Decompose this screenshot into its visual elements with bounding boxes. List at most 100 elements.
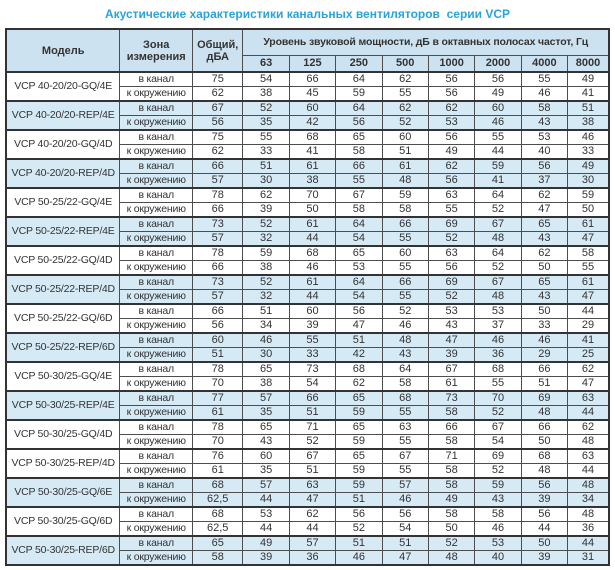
spl-value-cell: 48 bbox=[567, 506, 610, 522]
spl-value-cell: 44 bbox=[242, 492, 290, 508]
zone-cell: к окружению bbox=[119, 260, 193, 276]
spl-value-cell: 59 bbox=[335, 477, 383, 493]
spl-value-cell: 47 bbox=[567, 289, 610, 305]
table-body: VCP 40-20/20-GQ/4E в канал 75 54 66 64 62 56 56 5… bbox=[5, 71, 610, 566]
spl-value-cell: 55 bbox=[242, 129, 290, 145]
spl-value-cell: 33 bbox=[288, 347, 337, 363]
spl-value-cell: 45 bbox=[288, 86, 337, 102]
total-dba-cell: 60 bbox=[191, 332, 244, 348]
spl-value-cell: 59 bbox=[335, 86, 383, 102]
zone-cell: в канал bbox=[119, 216, 193, 232]
freq-header-500: 500 bbox=[381, 54, 429, 73]
spl-value-cell: 46 bbox=[381, 492, 429, 508]
spl-value-cell: 56 bbox=[427, 71, 476, 87]
spl-value-cell: 65 bbox=[335, 390, 383, 406]
table-row-to-surround: к окружению 57 32 44 54 55 52 48 43 47 bbox=[6, 231, 610, 247]
table-row-in-duct: VCP 50-30/25-REP/4E в канал 77 57 66 65 68 73 70… bbox=[5, 390, 610, 421]
spl-value-cell: 51 bbox=[381, 144, 429, 160]
spl-value-cell: 43 bbox=[520, 289, 569, 305]
spl-value-cell: 36 bbox=[474, 347, 522, 363]
zone-cell: к окружению bbox=[119, 492, 193, 508]
zone-cell: к окружению bbox=[119, 115, 193, 131]
freq-header-4000: 4000 bbox=[520, 54, 569, 73]
spl-value-cell: 60 bbox=[242, 448, 290, 464]
spl-value-cell: 63 bbox=[381, 419, 429, 435]
table-row-to-surround: к окружению 57 30 38 55 48 56 41 37 30 bbox=[6, 173, 610, 189]
spl-value-cell: 66 bbox=[427, 419, 476, 435]
spl-value-cell: 64 bbox=[381, 361, 429, 377]
zone-cell: к окружению bbox=[119, 86, 193, 102]
spl-value-cell: 46 bbox=[335, 550, 383, 566]
spl-value-cell: 46 bbox=[381, 318, 429, 334]
total-dba-cell: 73 bbox=[191, 274, 244, 290]
spl-value-cell: 52 bbox=[427, 289, 476, 305]
spl-value-cell: 54 bbox=[288, 376, 337, 392]
spl-value-cell: 73 bbox=[288, 361, 337, 377]
spl-value-cell: 51 bbox=[567, 100, 610, 116]
spl-value-cell: 61 bbox=[288, 216, 337, 232]
zone-header-line1: Зона bbox=[143, 38, 170, 51]
spl-value-cell: 43 bbox=[242, 434, 290, 450]
spl-value-cell: 63 bbox=[567, 390, 610, 406]
spl-value-cell: 65 bbox=[335, 419, 383, 435]
model-cell: VCP 50-30/25-REP/6D bbox=[5, 535, 121, 566]
spl-value-cell: 62 bbox=[427, 100, 476, 116]
spl-value-cell: 46 bbox=[474, 332, 522, 348]
spl-value-cell: 41 bbox=[474, 173, 522, 189]
spl-value-cell: 65 bbox=[242, 419, 290, 435]
spl-value-cell: 35 bbox=[242, 463, 290, 479]
total-dba-cell: 68 bbox=[191, 506, 244, 522]
zone-cell: к окружению bbox=[119, 144, 193, 160]
total-dba-cell: 67 bbox=[191, 100, 244, 116]
spl-value-cell: 66 bbox=[381, 274, 429, 290]
spl-value-cell: 49 bbox=[427, 144, 476, 160]
spl-value-cell: 49 bbox=[427, 492, 476, 508]
spl-value-cell: 61 bbox=[381, 158, 429, 174]
spl-value-cell: 56 bbox=[381, 506, 429, 522]
spl-value-cell: 39 bbox=[242, 202, 290, 218]
total-dba-cell: 68 bbox=[191, 477, 244, 493]
total-dba-cell: 66 bbox=[191, 158, 244, 174]
spl-value-cell: 43 bbox=[520, 231, 569, 247]
table-row-to-surround: к окружению 62 38 45 59 55 56 49 46 41 bbox=[6, 86, 610, 102]
spl-value-cell: 30 bbox=[242, 347, 290, 363]
spl-value-cell: 47 bbox=[335, 318, 383, 334]
total-dba-cell: 58 bbox=[191, 550, 244, 566]
spl-value-cell: 37 bbox=[474, 318, 522, 334]
total-dba-cell: 56 bbox=[191, 115, 244, 131]
spl-value-cell: 35 bbox=[242, 115, 290, 131]
spl-value-cell: 49 bbox=[474, 86, 522, 102]
spl-value-cell: 64 bbox=[474, 245, 522, 261]
spl-value-cell: 35 bbox=[242, 405, 290, 421]
spl-value-cell: 25 bbox=[567, 347, 610, 363]
total-dba-cell: 57 bbox=[191, 231, 244, 247]
page-title: Акустические характеристики канальных ве… bbox=[104, 7, 511, 21]
total-dba-cell: 78 bbox=[191, 245, 244, 261]
spl-value-cell: 30 bbox=[567, 173, 610, 189]
zone-cell: к окружению bbox=[119, 434, 193, 450]
spl-value-cell: 31 bbox=[567, 550, 610, 566]
table-row-in-duct: VCP 50-30/25-REP/6D в канал 65 49 57 51 51 52 53… bbox=[5, 535, 610, 566]
zone-cell: к окружению bbox=[119, 405, 193, 421]
spl-value-cell: 38 bbox=[242, 260, 290, 276]
total-dba-cell: 77 bbox=[191, 390, 244, 406]
zone-cell: к окружению bbox=[119, 289, 193, 305]
spl-value-cell: 64 bbox=[335, 71, 383, 87]
table-row-to-surround: к окружению 58 39 36 46 47 48 40 39 31 bbox=[6, 550, 610, 566]
table-row-in-duct: VCP 50-25/22-REP/4E в канал 73 52 61 64 66 69 67… bbox=[5, 216, 610, 247]
spl-value-cell: 55 bbox=[381, 289, 429, 305]
total-dba-cell: 66 bbox=[191, 202, 244, 218]
spl-value-cell: 50 bbox=[288, 202, 337, 218]
table-row-to-surround: к окружению 57 32 44 54 55 52 48 43 47 bbox=[6, 289, 610, 305]
spl-value-cell: 47 bbox=[567, 376, 610, 392]
zone-cell: в канал bbox=[119, 129, 193, 145]
spl-value-cell: 52 bbox=[427, 535, 476, 551]
spl-value-cell: 70 bbox=[474, 390, 522, 406]
spl-value-cell: 73 bbox=[427, 390, 476, 406]
spl-value-cell: 50 bbox=[520, 303, 569, 319]
total-dba-cell: 66 bbox=[191, 260, 244, 276]
model-cell: VCP 50-25/22-REP/6D bbox=[5, 332, 121, 363]
column-header-model: Модель bbox=[5, 28, 121, 73]
spl-value-cell: 41 bbox=[288, 144, 337, 160]
total-dba-cell: 65 bbox=[191, 535, 244, 551]
